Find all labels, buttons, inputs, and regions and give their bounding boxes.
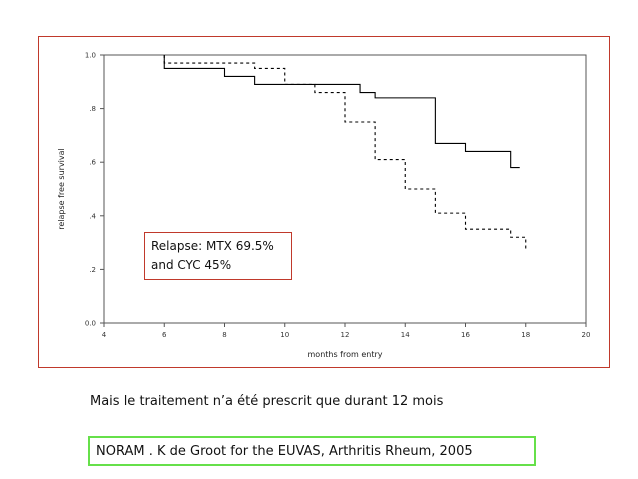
survival-curve-solid: [163, 55, 520, 169]
x-tick-label: 12: [341, 331, 350, 339]
x-axis-title: months from entry: [308, 350, 383, 359]
y-axis-title: relapse free survival: [57, 148, 66, 230]
y-tick-label: 0.0: [85, 320, 96, 328]
y-tick-label: .6: [89, 159, 96, 167]
x-tick-label: 4: [102, 331, 107, 339]
y-tick-label: .4: [89, 212, 96, 220]
citation-text: NORAM . K de Groot for the EUVAS, Arthri…: [96, 444, 473, 459]
x-tick-label: 16: [461, 331, 470, 339]
x-tick-label: 6: [162, 331, 167, 339]
series-layer: [163, 55, 527, 251]
x-tick-label: 14: [401, 331, 410, 339]
relapse-annotation-box: Relapse: MTX 69.5% and CYC 45%: [144, 232, 292, 280]
chart-frame: [38, 36, 610, 368]
y-tick-label: .8: [89, 105, 96, 113]
x-tick-label: 20: [582, 331, 591, 339]
y-tick-label: 1.0: [85, 52, 96, 60]
annotation-line-2: and CYC 45%: [151, 258, 232, 272]
x-tick-label: 10: [280, 331, 289, 339]
x-tick-label: 8: [222, 331, 226, 339]
y-tick-label: .2: [89, 266, 96, 274]
x-tick-label: 18: [521, 331, 530, 339]
citation-box: NORAM . K de Groot for the EUVAS, Arthri…: [88, 436, 536, 466]
annotation-line-1: Relapse: MTX 69.5%: [151, 239, 274, 253]
axes: 4 6 8 10 12 14 16 18 20 0.0 .2 .4 .6 .8 1.0: [85, 52, 591, 340]
survival-curve-dashed: [163, 55, 527, 251]
treatment-note: Mais le traitement n’a été prescrit que …: [90, 394, 444, 409]
plot-area-border: [103, 54, 587, 324]
